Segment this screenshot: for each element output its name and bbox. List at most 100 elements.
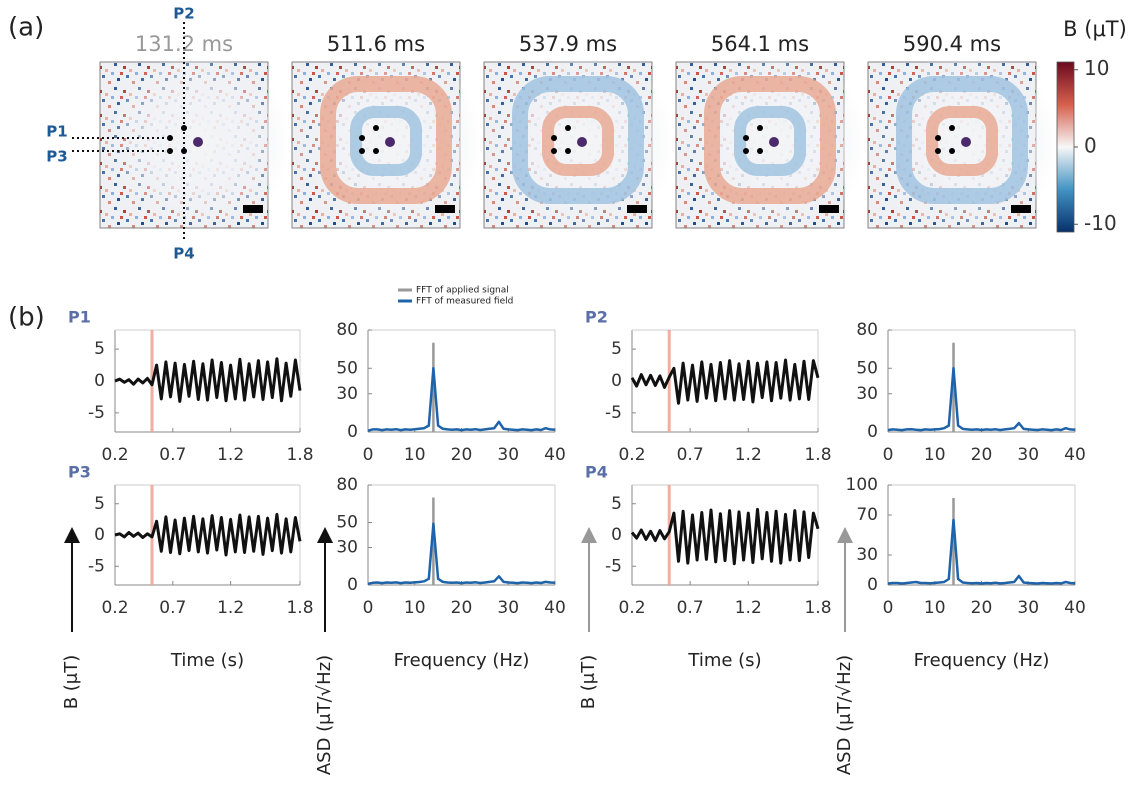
x-tick-label: 0.2 xyxy=(618,445,645,465)
x-tick-label: 0.7 xyxy=(159,445,186,465)
panel-label: (b) xyxy=(8,303,45,333)
probe-dot xyxy=(373,125,379,131)
y-tick-label: 0 xyxy=(611,371,622,391)
probe-dot xyxy=(949,125,955,131)
data-line xyxy=(630,358,820,405)
frame-time: 511.6 ms xyxy=(327,32,425,56)
field-ring xyxy=(542,106,614,176)
x-tick-label: 1.8 xyxy=(286,445,313,465)
y-tick-label: -5 xyxy=(88,556,105,576)
x-tick-label: 20 xyxy=(971,598,993,618)
x-tick-label: 20 xyxy=(971,445,993,465)
scale-bar xyxy=(435,205,455,213)
point-label: P2 xyxy=(173,5,194,23)
y-tick-label: 30 xyxy=(336,384,358,404)
field-ring xyxy=(512,76,644,204)
field-ring xyxy=(350,106,422,176)
source xyxy=(769,137,779,147)
scale-bar xyxy=(627,205,647,213)
chart-title: P2 xyxy=(585,308,608,327)
x-tick-label: 0.2 xyxy=(618,598,645,618)
x-tick-label: 0.2 xyxy=(101,445,128,465)
x-tick-label: 0 xyxy=(883,598,894,618)
probe-dot xyxy=(373,148,379,154)
data-line xyxy=(630,507,820,566)
legend-label: FFT of measured field xyxy=(416,297,513,307)
y-tick-label: 0 xyxy=(347,575,358,595)
x-tick-label: 20 xyxy=(451,598,473,618)
x-tick-label: 10 xyxy=(924,445,946,465)
y-tick-label: 0 xyxy=(611,525,622,545)
field-ring xyxy=(320,76,452,204)
probe-dot xyxy=(551,148,557,154)
data-line xyxy=(887,518,1076,585)
frame-time: 537.9 ms xyxy=(519,32,617,56)
x-tick-label: 0.7 xyxy=(677,598,704,618)
y-tick-label: 80 xyxy=(856,320,878,340)
scale-bar xyxy=(243,205,263,213)
y-tick-label: -5 xyxy=(605,556,622,576)
y-tick-label: 5 xyxy=(611,339,622,359)
x-tick-label: 40 xyxy=(544,598,566,618)
x-tick-label: 0.7 xyxy=(159,598,186,618)
frame-time: 564.1 ms xyxy=(711,32,809,56)
x-tick-label: 1.8 xyxy=(804,445,831,465)
probe-dot xyxy=(757,125,763,131)
colorbar-label: B (μT) xyxy=(1063,17,1127,41)
y-tick-label: 50 xyxy=(336,358,358,378)
field-ring xyxy=(734,106,806,176)
x-tick-label: 0 xyxy=(363,598,374,618)
y-tick-label: 80 xyxy=(336,320,358,340)
source xyxy=(385,137,395,147)
y-tick-label: 0 xyxy=(867,575,878,595)
source xyxy=(961,137,971,147)
colorbar xyxy=(1056,61,1075,233)
y-axis-label: ASD (μT/√Hz) xyxy=(834,655,855,775)
y-tick-label: 50 xyxy=(336,513,358,533)
x-axis-label: Frequency (Hz) xyxy=(394,650,530,671)
y-tick-label: 30 xyxy=(336,538,358,558)
x-tick-label: 40 xyxy=(544,445,566,465)
y-tick-label: 100 xyxy=(846,475,878,495)
x-axis-label: Time (s) xyxy=(687,650,761,671)
y-axis-label: B (μT) xyxy=(578,655,599,710)
x-tick-label: 30 xyxy=(497,598,519,618)
x-tick-label: 10 xyxy=(924,598,946,618)
probe-dot xyxy=(181,148,187,154)
data-line xyxy=(367,522,556,586)
x-tick-label: 30 xyxy=(497,445,519,465)
probe-dot xyxy=(167,148,173,154)
source xyxy=(193,137,203,147)
x-tick-label: 30 xyxy=(1017,598,1039,618)
probe-dot xyxy=(551,135,557,141)
source xyxy=(577,137,587,147)
point-label: P1 xyxy=(46,123,67,141)
x-tick-label: 0 xyxy=(883,445,894,465)
y-tick-label: 0 xyxy=(94,525,105,545)
x-tick-label: 1.2 xyxy=(735,598,762,618)
data-line xyxy=(367,367,556,432)
field-ring xyxy=(896,76,1028,204)
y-tick-label: 80 xyxy=(336,475,358,495)
y-tick-label: 30 xyxy=(856,545,878,565)
x-tick-label: 20 xyxy=(451,445,473,465)
chart-title: P4 xyxy=(585,463,608,482)
y-tick-label: 30 xyxy=(856,384,878,404)
x-tick-label: 10 xyxy=(404,445,426,465)
y-axis-label: B (μT) xyxy=(61,655,82,710)
x-tick-label: 0.2 xyxy=(101,598,128,618)
probe-dot xyxy=(935,148,941,154)
legend-label: FFT of applied signal xyxy=(416,286,509,296)
y-axis-label: ASD (μT/√Hz) xyxy=(314,655,335,775)
x-tick-label: 1.8 xyxy=(286,598,313,618)
chart-title: P1 xyxy=(68,308,91,327)
x-tick-label: 10 xyxy=(404,598,426,618)
x-axis-label: Frequency (Hz) xyxy=(914,650,1050,671)
data-line xyxy=(887,367,1076,432)
probe-dot xyxy=(935,135,941,141)
x-tick-label: 0.7 xyxy=(677,445,704,465)
colorbar-tick-label: -10 xyxy=(1084,211,1117,235)
field-ring xyxy=(926,106,998,176)
scale-bar xyxy=(819,205,839,213)
point-label: P4 xyxy=(173,245,194,263)
